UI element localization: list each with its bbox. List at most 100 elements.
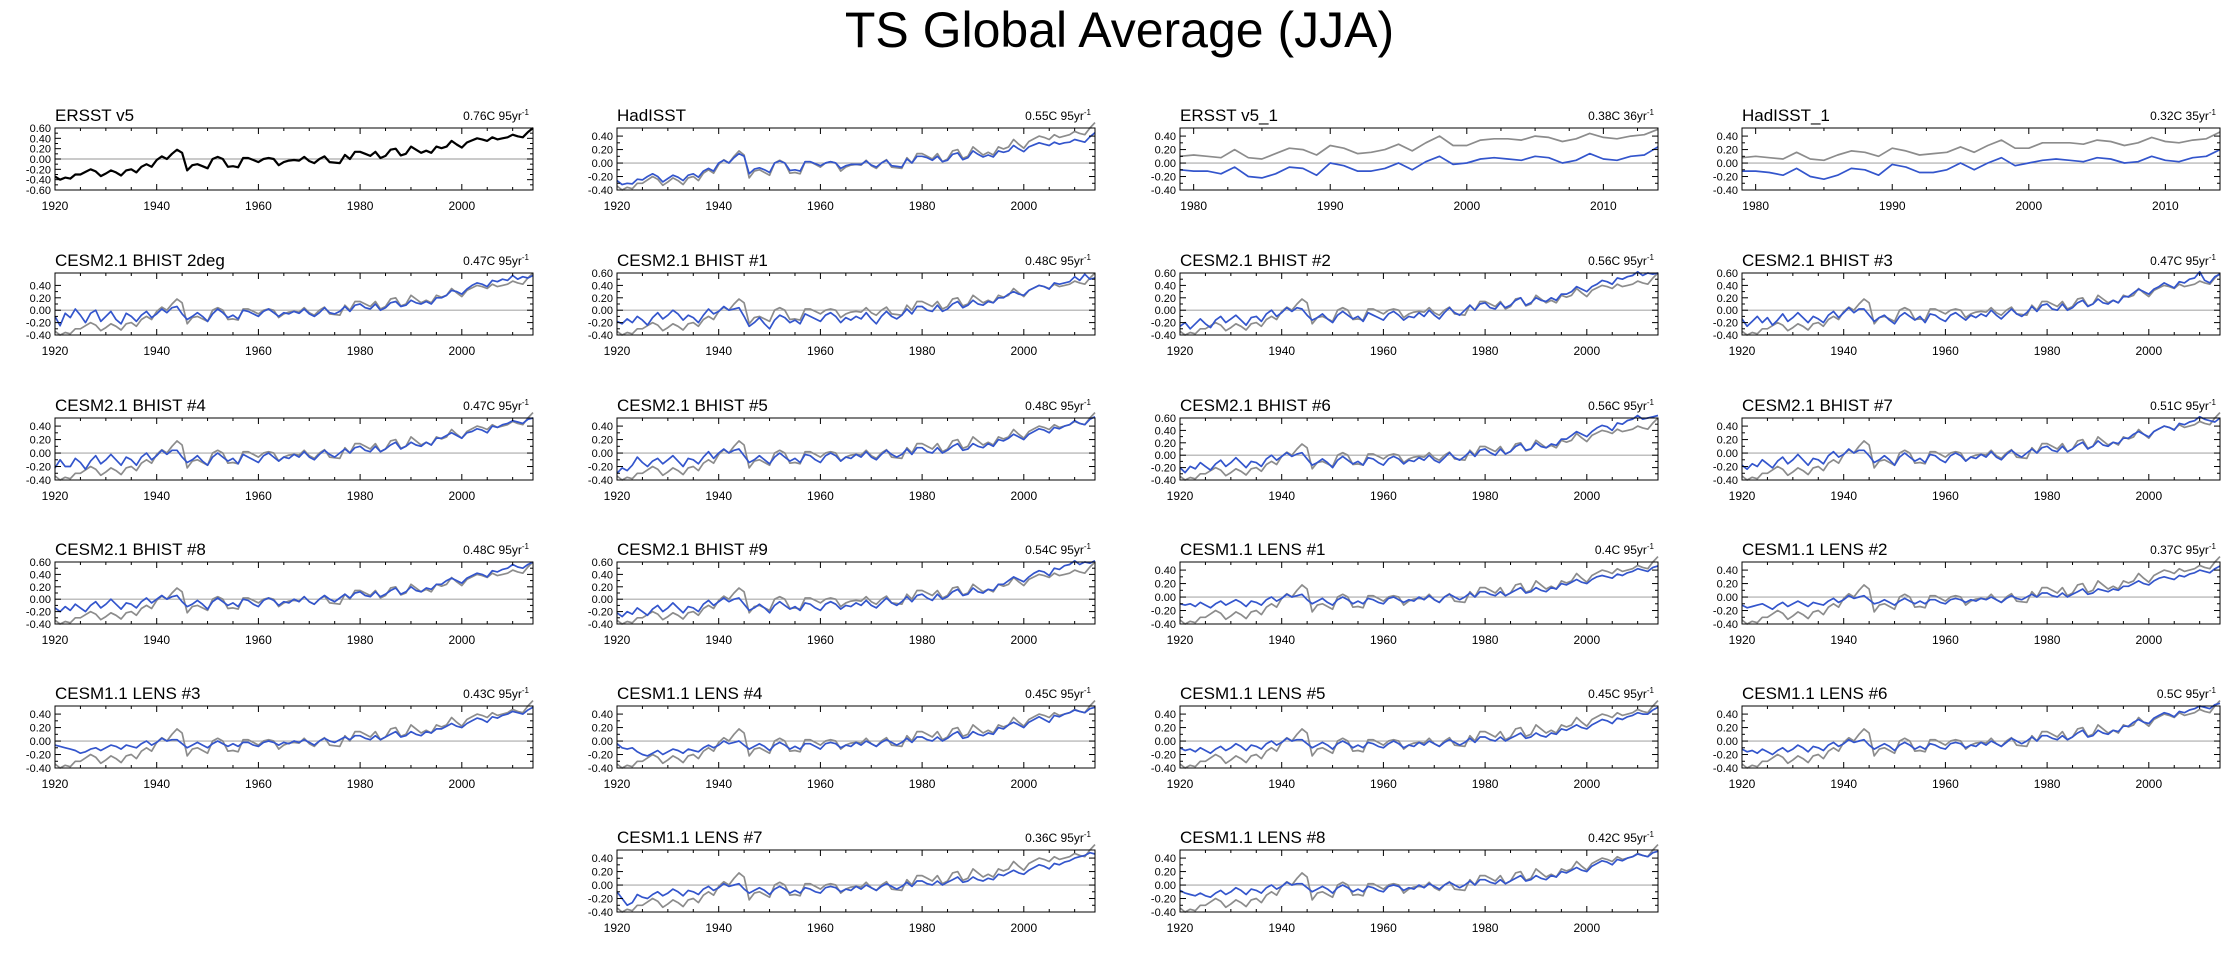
x-tick-label: 1920 bbox=[42, 777, 69, 791]
series-line-model bbox=[1741, 702, 2221, 756]
x-tick-label: 1980 bbox=[1180, 199, 1207, 213]
trend-exponent: -1 bbox=[1647, 108, 1655, 117]
series-line-model bbox=[1179, 414, 1659, 474]
x-tick-label: 2000 bbox=[448, 777, 475, 791]
series-line-model bbox=[616, 851, 1096, 907]
x-tick-label: 1960 bbox=[807, 344, 834, 358]
panel-title: HadISST_1 bbox=[1742, 106, 1830, 125]
y-tick-label: -0.20 bbox=[26, 607, 51, 619]
y-tick-label: -0.20 bbox=[1151, 318, 1176, 330]
series-line-model bbox=[54, 274, 534, 327]
trend-exponent: -1 bbox=[522, 542, 530, 551]
chart-panel: HadISST_1 0.32C 35yr-1 -0.40-0.20 0.000.20 0… bbox=[1713, 106, 2221, 213]
trend-value: 0.5C 95yr bbox=[2157, 687, 2209, 701]
plot-frame bbox=[1179, 705, 1659, 769]
panel-title: CESM2.1 BHIST 2deg bbox=[55, 251, 225, 270]
y-tick-label: -0.20 bbox=[588, 462, 613, 474]
plot-frame bbox=[1741, 705, 2221, 769]
trend-label: 0.47C 95yr-1 bbox=[463, 253, 529, 268]
trend-value: 0.32C 35yr bbox=[2150, 109, 2209, 123]
x-tick-label: 2000 bbox=[1010, 633, 1037, 647]
x-tick-label: 2000 bbox=[448, 344, 475, 358]
y-tick-label: 0.20 bbox=[1155, 293, 1176, 305]
series-line-ref bbox=[616, 700, 1096, 769]
y-tick-label: 0.40 bbox=[592, 569, 613, 581]
x-tick-label: 1940 bbox=[1268, 344, 1295, 358]
trend-value: 0.4C 95yr bbox=[1595, 543, 1647, 557]
x-tick-label: 1960 bbox=[245, 199, 272, 213]
y-tick-label: 0.00 bbox=[1155, 592, 1176, 604]
y-tick-label: -0.40 bbox=[26, 330, 51, 342]
series-line-model bbox=[1741, 415, 2221, 471]
x-tick-label: 1980 bbox=[347, 633, 374, 647]
x-tick-label: 1920 bbox=[1729, 344, 1756, 358]
chart-panel: ERSST v5 0.76C 95yr-1-0.60-0.40-0.200.000… bbox=[26, 106, 534, 213]
y-tick-label: 0.20 bbox=[30, 435, 51, 447]
trend-exponent: -1 bbox=[1647, 830, 1655, 839]
x-tick-label: 2010 bbox=[2152, 199, 2179, 213]
x-tick-label: 2000 bbox=[1010, 344, 1037, 358]
x-tick-label: 1980 bbox=[1472, 344, 1499, 358]
trend-value: 0.47C 95yr bbox=[463, 254, 522, 268]
x-tick-label: 1980 bbox=[1742, 199, 1769, 213]
y-tick-label: 0.60 bbox=[30, 557, 51, 569]
chart-panel: CESM2.1 BHIST #8 0.48C 95yr-1-0.40-0.200.… bbox=[26, 540, 534, 647]
trend-exponent: -1 bbox=[1084, 108, 1092, 117]
y-tick-label: -0.20 bbox=[26, 318, 51, 330]
y-tick-label: 0.20 bbox=[30, 293, 51, 305]
x-tick-label: 1980 bbox=[909, 489, 936, 503]
series-line-ref bbox=[1741, 412, 2221, 481]
x-tick-label: 1920 bbox=[1729, 633, 1756, 647]
panel-title: CESM2.1 BHIST #2 bbox=[1180, 251, 1331, 270]
trend-value: 0.45C 95yr bbox=[1025, 687, 1084, 701]
x-tick-label: 1920 bbox=[604, 344, 631, 358]
x-tick-label: 1920 bbox=[604, 921, 631, 935]
x-tick-label: 1920 bbox=[1167, 489, 1194, 503]
trend-label: 0.47C 95yr-1 bbox=[463, 398, 529, 413]
x-tick-label: 2000 bbox=[448, 199, 475, 213]
y-tick-label: -0.20 bbox=[588, 750, 613, 762]
plot-frame bbox=[1179, 849, 1659, 913]
panel-title: CESM1.1 LENS #6 bbox=[1742, 684, 1888, 703]
panel-title: CESM2.1 BHIST #9 bbox=[617, 540, 768, 559]
trend-value: 0.43C 95yr bbox=[463, 687, 522, 701]
y-tick-label: 0.20 bbox=[30, 723, 51, 735]
y-tick-label: -0.40 bbox=[26, 763, 51, 775]
trend-label: 0.4C 95yr-1 bbox=[1595, 542, 1655, 557]
series-line-ref bbox=[1741, 272, 2221, 336]
x-tick-label: 1980 bbox=[2034, 344, 2061, 358]
y-tick-label: 0.60 bbox=[1155, 268, 1176, 280]
x-tick-label: 1920 bbox=[1167, 633, 1194, 647]
trend-value: 0.54C 95yr bbox=[1025, 543, 1084, 557]
x-tick-label: 1920 bbox=[1167, 921, 1194, 935]
plot-frame bbox=[616, 561, 1096, 625]
panel-title: CESM2.1 BHIST #4 bbox=[55, 396, 206, 415]
y-tick-label: 0.40 bbox=[30, 280, 51, 292]
x-tick-label: 1920 bbox=[42, 633, 69, 647]
chart-panel: CESM2.1 BHIST 2deg 0.47C 95yr-1 -0.40-0.20… bbox=[26, 251, 534, 358]
y-tick-label: 0.40 bbox=[30, 709, 51, 721]
x-tick-label: 2000 bbox=[448, 489, 475, 503]
y-tick-label: -0.20 bbox=[26, 462, 51, 474]
panel-title: ERSST v5 bbox=[55, 106, 134, 125]
plot-frame bbox=[616, 127, 1096, 191]
chart-panel: CESM1.1 LENS #1 0.4C 95yr-1 -0.40-0.20 0.00… bbox=[1151, 540, 1659, 647]
y-tick-label: -0.20 bbox=[1713, 318, 1738, 330]
y-tick-label: 0.40 bbox=[1155, 280, 1176, 292]
plot-frame bbox=[54, 561, 534, 625]
y-tick-label: 0.00 bbox=[1155, 450, 1176, 462]
chart-panel: ERSST v5_1 0.38C 36yr-1 -0.40-0.20 0.000.20… bbox=[1151, 106, 1659, 213]
x-tick-label: 1960 bbox=[245, 489, 272, 503]
y-tick-label: 0.20 bbox=[30, 582, 51, 594]
y-tick-label: 0.20 bbox=[1717, 293, 1738, 305]
panel-title: CESM1.1 LENS #8 bbox=[1180, 828, 1326, 847]
x-tick-label: 1920 bbox=[1167, 777, 1194, 791]
y-tick-label: 0.60 bbox=[592, 557, 613, 569]
y-tick-label: -0.20 bbox=[26, 750, 51, 762]
y-tick-label: 0.20 bbox=[592, 145, 613, 157]
series-line-ref bbox=[616, 272, 1096, 336]
x-tick-label: 1980 bbox=[1472, 921, 1499, 935]
series-line-ref bbox=[1741, 556, 2221, 625]
y-tick-label: -0.40 bbox=[588, 763, 613, 775]
trend-label: 0.56C 95yr-1 bbox=[1588, 398, 1654, 413]
